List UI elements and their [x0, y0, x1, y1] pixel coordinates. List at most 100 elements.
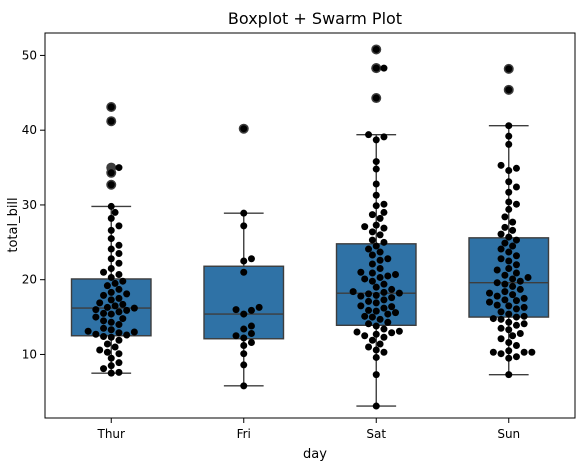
swarm-point: [380, 64, 388, 72]
swarm-point: [240, 310, 248, 318]
swarm-point: [372, 180, 380, 188]
swarm-point: [240, 382, 248, 390]
swarm-point: [505, 178, 513, 186]
swarm-point: [384, 255, 392, 263]
swarm-point: [493, 301, 501, 309]
swarm-point: [505, 264, 513, 272]
swarm-point: [376, 315, 384, 323]
swarm-point: [119, 300, 127, 308]
swarm-point: [240, 341, 248, 349]
swarm-point: [505, 338, 513, 346]
swarm-point: [107, 318, 115, 326]
swarm-point: [384, 272, 392, 280]
x-tick-label: Sun: [497, 427, 520, 441]
swarm-point: [96, 346, 104, 354]
swarm-point: [107, 310, 115, 318]
swarm-point: [123, 290, 131, 298]
swarm-point: [501, 223, 509, 231]
swarm-point: [509, 242, 517, 250]
swarm-point: [380, 333, 388, 341]
swarm-point: [92, 313, 100, 321]
swarm-point: [509, 282, 517, 290]
swarm-point: [240, 257, 248, 265]
swarm-point: [509, 291, 517, 299]
swarm-point: [505, 198, 513, 206]
swarm-point: [497, 335, 505, 343]
swarm-point: [520, 294, 528, 302]
swarm-point: [493, 266, 501, 274]
swarm-point: [501, 213, 509, 221]
swarm-point: [115, 336, 123, 344]
swarm-point: [240, 268, 248, 276]
swarm-point: [505, 205, 513, 213]
swarm-point: [512, 341, 520, 349]
swarm-point: [384, 318, 392, 326]
swarm-point: [372, 202, 380, 210]
swarm-point: [512, 297, 520, 305]
swarm-point: [505, 65, 513, 73]
swarm-point: [380, 133, 388, 141]
swarm-point: [372, 353, 380, 361]
swarm-point: [361, 312, 369, 320]
swarm-point: [505, 86, 513, 94]
swarm-point: [501, 288, 509, 296]
swarm-point: [512, 252, 520, 260]
swarm-point: [493, 292, 501, 300]
swarm-point: [111, 302, 119, 310]
swarm-point: [505, 354, 513, 362]
swarm-point: [100, 333, 108, 341]
swarm-point: [489, 315, 497, 323]
swarm-point: [357, 292, 365, 300]
swarm-point: [497, 308, 505, 316]
swarm-point: [357, 302, 365, 310]
swarm-point: [111, 343, 119, 351]
swarm-point: [107, 214, 115, 222]
swarm-point: [361, 223, 369, 231]
swarm-point: [107, 169, 115, 177]
swarm-point: [512, 164, 520, 172]
swarm-point: [107, 288, 115, 296]
swarm-point: [119, 277, 127, 285]
swarm-point: [130, 328, 138, 336]
swarm-point: [92, 306, 100, 314]
x-tick-label: Fri: [237, 427, 251, 441]
swarm-point: [512, 261, 520, 269]
swarm-point: [505, 233, 513, 241]
y-tick-label: 30: [22, 198, 37, 212]
swarm-point: [107, 264, 115, 272]
swarm-point: [365, 320, 373, 328]
swarm-point: [368, 277, 376, 285]
swarm-point: [103, 340, 111, 348]
swarm-point: [111, 208, 119, 216]
swarm-point: [372, 307, 380, 315]
swarm-point: [505, 302, 513, 310]
swarm-point: [240, 334, 248, 342]
swarm-point: [505, 371, 513, 379]
swarm-point: [380, 348, 388, 356]
swarm-point: [512, 200, 520, 208]
swarm-point: [123, 331, 131, 339]
swarm-point: [84, 327, 92, 335]
swarm-point: [115, 359, 123, 367]
swarm-point: [505, 132, 513, 140]
swarm-point: [505, 188, 513, 196]
swarm-point: [240, 325, 248, 333]
swarm-point: [372, 221, 380, 229]
swarm-point: [107, 202, 115, 210]
swarm-point: [372, 322, 380, 330]
swarm-point: [368, 336, 376, 344]
swarm-point: [365, 343, 373, 351]
swarm-point: [388, 329, 396, 337]
swarm-point: [372, 371, 380, 379]
swarm-point: [368, 269, 376, 277]
swarm-point: [512, 321, 520, 329]
swarm-point: [232, 332, 240, 340]
swarm-point: [380, 224, 388, 232]
y-tick-label: 50: [22, 48, 37, 62]
swarm-point: [365, 290, 373, 298]
swarm-point: [376, 273, 384, 281]
swarm-point: [368, 251, 376, 259]
swarm-point: [365, 297, 373, 305]
swarm-point: [505, 167, 513, 175]
swarm-point: [100, 309, 108, 317]
